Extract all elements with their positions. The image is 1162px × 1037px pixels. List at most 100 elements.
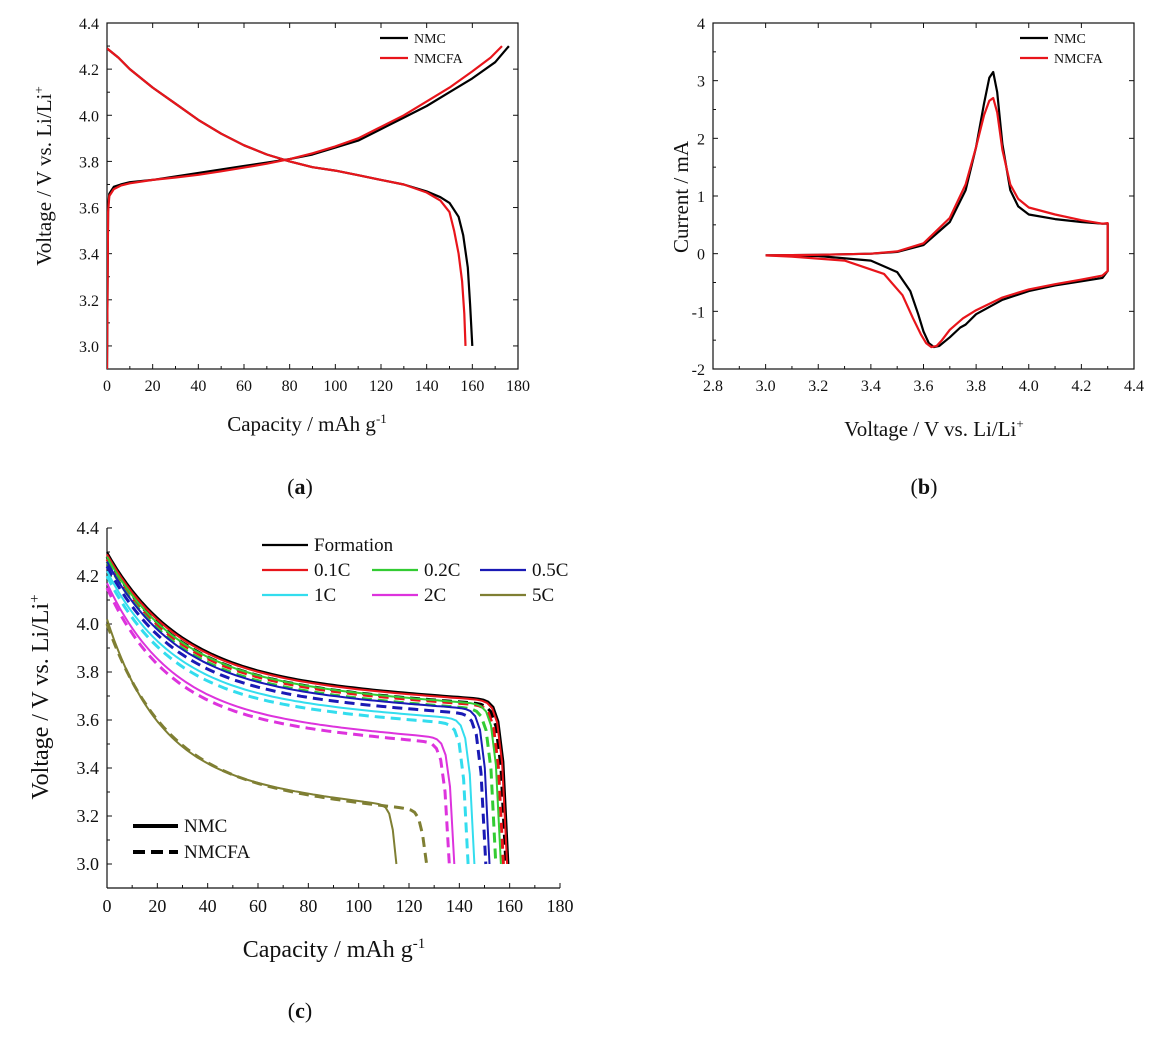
panel-a-x-tick-label: 0 <box>103 378 111 395</box>
panel-b-chart: 2.8 3.0 3.2 3.4 3.6 3.8 4.0 4.2 4.4 -2 -1 0 1 2 3 4 NMC N… <box>669 16 1144 499</box>
panel-a-y-tick-label: 3.8 <box>79 154 99 171</box>
panel-a-series-nmc-charge <box>107 45 510 369</box>
panel-c-y-tick-label: 3.4 <box>77 758 100 778</box>
panel-b-x-tick-label: 3.6 <box>914 378 934 395</box>
panel-b-x-tick-label: 2.8 <box>703 378 723 395</box>
panel-a-x-tick-label: 140 <box>415 378 439 395</box>
panel-b-y-tick-label: -2 <box>692 362 705 379</box>
panel-a-series-nmcfa-charge <box>107 45 503 369</box>
panel-b-x-tick-label: 4.2 <box>1071 378 1091 395</box>
panel-c-x-tick-label: 160 <box>496 896 523 916</box>
panel-c-series-nmcfa-5c <box>105 623 429 865</box>
panel-b-frame <box>712 22 1135 370</box>
panel-a-x-tick-label: 160 <box>460 378 484 395</box>
panel-c-style-legend-label: NMCFA <box>184 842 250 863</box>
panel-b-legend-label: NMCFA <box>1054 52 1104 67</box>
panel-b-series-nmc <box>765 70 1109 349</box>
panel-c-legend-label: 0.1C <box>314 560 350 581</box>
panel-a-plot-area: 0 20 40 60 80 100 120 140 160 180 3.0 3.2 3.4 3.6 3.8 4… <box>79 16 530 395</box>
panel-c-y-tick-label: 3.8 <box>77 662 100 682</box>
panel-a-y-tick-label: 3.6 <box>79 201 99 218</box>
panel-a-y-tick-label: 4.0 <box>79 108 99 125</box>
panel-a-x-tick-label: 120 <box>369 378 393 395</box>
panel-c-ylabel: Voltage / V vs. Li/Li+ <box>27 594 54 799</box>
panel-a-label: (a) <box>287 474 313 499</box>
panel-c-y-tick-label: 4.0 <box>77 614 100 634</box>
panel-b-x-tick-label: 4.4 <box>1124 378 1144 395</box>
panel-c-y-tick-label: 4.4 <box>77 518 100 538</box>
panel-c-label: (c) <box>288 998 312 1023</box>
panel-c-series-nmcfa-02c <box>105 560 498 865</box>
panel-b-y-tick-label: 2 <box>697 131 705 148</box>
panel-a-x-tick-label: 20 <box>145 378 161 395</box>
panel-c-style-legend-label: NMC <box>184 816 227 837</box>
panel-a-legend-label: NMCFA <box>414 52 464 67</box>
panel-c-y-tick-label: 3.2 <box>77 806 100 826</box>
panel-c-x-tick-label: 40 <box>199 896 217 916</box>
panel-c-legend-label: 0.2C <box>424 560 460 581</box>
panel-a-y-tick-label: 3.4 <box>79 247 99 264</box>
panel-c-plot-area: 0 20 40 60 80 100 120 140 160 180 3.0 3.2 3.4 3.6 3.8 4… <box>77 518 574 916</box>
panel-c-series-nmc-5c <box>106 618 398 865</box>
panel-a-ylabel: Voltage / V vs. Li/Li+ <box>31 86 56 265</box>
panel-c-x-tick-label: 180 <box>547 896 574 916</box>
panel-b-x-tick-label: 3.4 <box>861 378 881 395</box>
panel-c-x-tick-label: 20 <box>148 896 166 916</box>
panel-c-x-tick-label: 140 <box>446 896 473 916</box>
panel-a-y-tick-label: 4.4 <box>79 16 99 33</box>
panel-c-y-tick-label: 3.0 <box>77 854 100 874</box>
panel-b-ylabel: Current / mA <box>669 140 693 253</box>
panel-b-y-tick-label: -1 <box>692 304 705 321</box>
panel-c-y-tick-label: 3.6 <box>77 710 100 730</box>
panel-b-x-tick-label: 3.0 <box>756 378 776 395</box>
panel-c-series-nmcfa-2c <box>105 587 451 865</box>
panel-c-series-nmc-1c <box>106 570 476 865</box>
panel-c-series-nmc-2c <box>106 582 456 865</box>
panel-b-x-tick-label: 3.2 <box>808 378 828 395</box>
panel-a-x-tick-label: 80 <box>282 378 298 395</box>
panel-c-series-nmc-02c <box>106 556 502 865</box>
panel-c-x-tick-label: 80 <box>299 896 317 916</box>
panel-b-y-tick-label: 4 <box>697 16 705 33</box>
panel-c-series-nmc-05c <box>106 561 491 865</box>
panel-c-legend-label: 0.5C <box>532 560 568 581</box>
panel-a-y-tick-label: 4.2 <box>79 62 99 79</box>
panel-c-legend-label: 5C <box>532 585 554 606</box>
panel-b-y-tick-label: 0 <box>697 247 705 264</box>
panel-c-series-nmcfa-05c <box>105 565 488 865</box>
panel-a-y-tick-label: 3.0 <box>79 339 99 356</box>
panel-a-x-tick-label: 100 <box>323 378 347 395</box>
panel-c-x-tick-label: 120 <box>396 896 423 916</box>
panel-c-series-nmc-formation <box>106 551 510 865</box>
panel-b-x-tick-label: 3.8 <box>966 378 986 395</box>
panel-a-x-tick-label: 40 <box>190 378 206 395</box>
panel-a-series-nmcfa-discharge <box>107 47 467 346</box>
panel-c-series-nmc-01c <box>106 553 509 865</box>
panel-a-y-tick-label: 3.2 <box>79 293 99 310</box>
panel-a-chart: 0 20 40 60 80 100 120 140 160 180 3.0 3.2 3.4 3.6 3.8 4… <box>31 16 530 499</box>
panel-b-x-tick-label: 4.0 <box>1019 378 1039 395</box>
panel-b-xlabel: Voltage / V vs. Li/Li+ <box>844 416 1023 441</box>
panel-c-legend-label: Formation <box>314 535 394 556</box>
panel-b-series-nmcfa <box>765 96 1109 349</box>
panel-c-series-nmcfa-01c <box>105 558 505 865</box>
panel-b-legend-label: NMC <box>1054 32 1086 47</box>
panel-a-xlabel: Capacity / mAh g-1 <box>227 411 387 436</box>
panel-c-legend-label: 1C <box>314 585 336 606</box>
panel-b-plot-area: 2.8 3.0 3.2 3.4 3.6 3.8 4.0 4.2 4.4 -2 -1 0 1 2 3 4 NMC N… <box>692 16 1144 395</box>
panel-a-x-tick-label: 60 <box>236 378 252 395</box>
panel-a-x-tick-label: 180 <box>506 378 530 395</box>
panel-b-label: (b) <box>911 474 938 499</box>
panel-a-legend-label: NMC <box>414 32 446 47</box>
panel-c-xlabel: Capacity / mAh g-1 <box>243 936 425 963</box>
panel-c-x-tick-label: 100 <box>345 896 372 916</box>
panel-c-series-nmcfa-1c <box>105 575 470 865</box>
panel-c-x-tick-label: 60 <box>249 896 267 916</box>
panel-a-frame <box>106 22 519 370</box>
panel-c-chart: 0 20 40 60 80 100 120 140 160 180 3.0 3.2 3.4 3.6 3.8 4… <box>27 518 574 1023</box>
panel-b-y-tick-label: 3 <box>697 74 705 91</box>
panel-b-y-tick-label: 1 <box>697 189 705 206</box>
panel-c-y-tick-label: 4.2 <box>77 566 100 586</box>
panel-c-x-tick-label: 0 <box>103 896 112 916</box>
